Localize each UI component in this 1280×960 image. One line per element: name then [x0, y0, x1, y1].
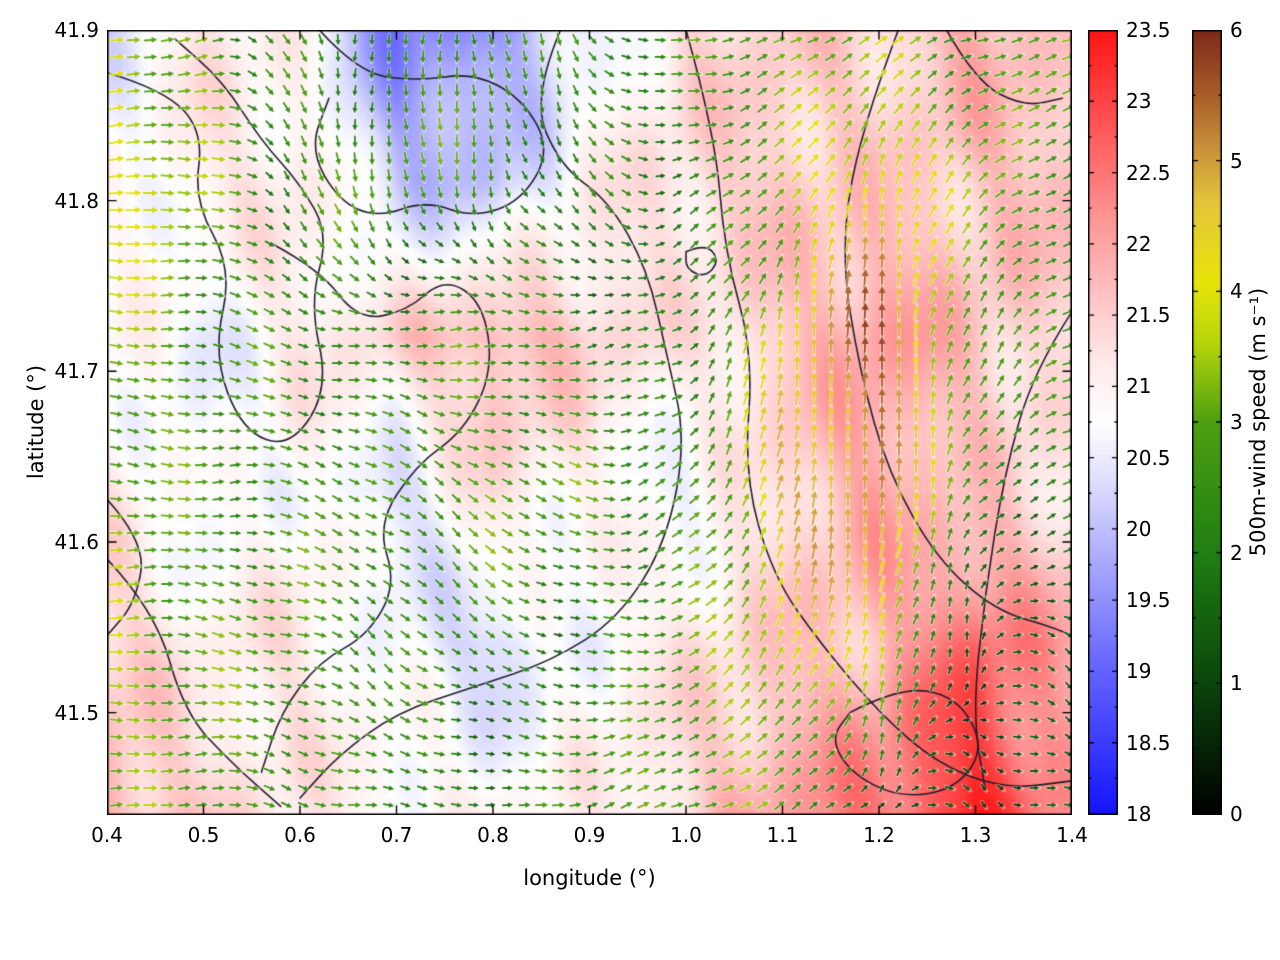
map-plot-canvas [107, 30, 1072, 815]
y-tick-label: 41.9 [54, 18, 99, 42]
wind-colorbar-tick-label: 4 [1230, 279, 1243, 304]
x-tick-label: 1.4 [1056, 823, 1088, 847]
temperature-colorbar-tick-label: 22 [1126, 231, 1152, 256]
x-tick-label: 1.3 [959, 823, 992, 847]
y-tick-label: 41.7 [54, 359, 99, 384]
wind-colorbar-tick-label: 1 [1230, 671, 1243, 696]
x-tick-label: 0.7 [380, 823, 413, 847]
wind-colorbar-tick-label: 6 [1230, 18, 1243, 42]
temperature-colorbar-tick-label: 20 [1126, 516, 1152, 541]
x-tick-label: 0.5 [187, 823, 220, 847]
x-tick-label: 1.1 [766, 823, 799, 847]
y-tick-label: 41.5 [54, 700, 99, 725]
temperature-colorbar-tick-label: 23 [1126, 89, 1152, 114]
x-tick-label: 1.0 [670, 823, 702, 847]
x-tick-label: 0.8 [477, 823, 509, 847]
temperature-colorbar-tick-label: 21 [1126, 374, 1152, 399]
wind-colorbar-tick-label: 0 [1230, 802, 1243, 826]
wind-colorbar-tick-label: 5 [1230, 148, 1243, 173]
temperature-colorbar-tick-label: 19 [1126, 659, 1152, 684]
temperature-colorbar-tick-label: 22.5 [1126, 160, 1171, 185]
x-tick-label: 0.6 [284, 823, 316, 847]
temperature-colorbar [1088, 30, 1118, 815]
y-tick-label: 41.8 [54, 188, 99, 213]
temperature-colorbar-tick-label: 18 [1126, 802, 1152, 826]
x-tick-label: 0.4 [91, 823, 123, 847]
y-tick-label: 41.6 [54, 529, 99, 554]
wind-colorbar-label: 500m-wind speed (m s⁻¹) [1246, 287, 1270, 557]
wind-speed-colorbar [1192, 30, 1222, 815]
temperature-colorbar-tick-label: 19.5 [1126, 588, 1171, 613]
y-axis-label: latitude (°) [24, 364, 48, 480]
x-tick-label: 1.2 [863, 823, 895, 847]
temperature-colorbar-tick-label: 23.5 [1126, 18, 1171, 42]
temperature-colorbar-tick-label: 20.5 [1126, 445, 1171, 470]
temperature-colorbar-tick-label: 21.5 [1126, 303, 1171, 328]
wind-colorbar-tick-label: 2 [1230, 540, 1243, 565]
temperature-colorbar-tick-label: 18.5 [1126, 730, 1171, 755]
x-axis-label: longitude (°) [523, 866, 656, 890]
x-tick-label: 0.9 [573, 823, 606, 847]
wind-colorbar-tick-label: 3 [1230, 410, 1243, 434]
